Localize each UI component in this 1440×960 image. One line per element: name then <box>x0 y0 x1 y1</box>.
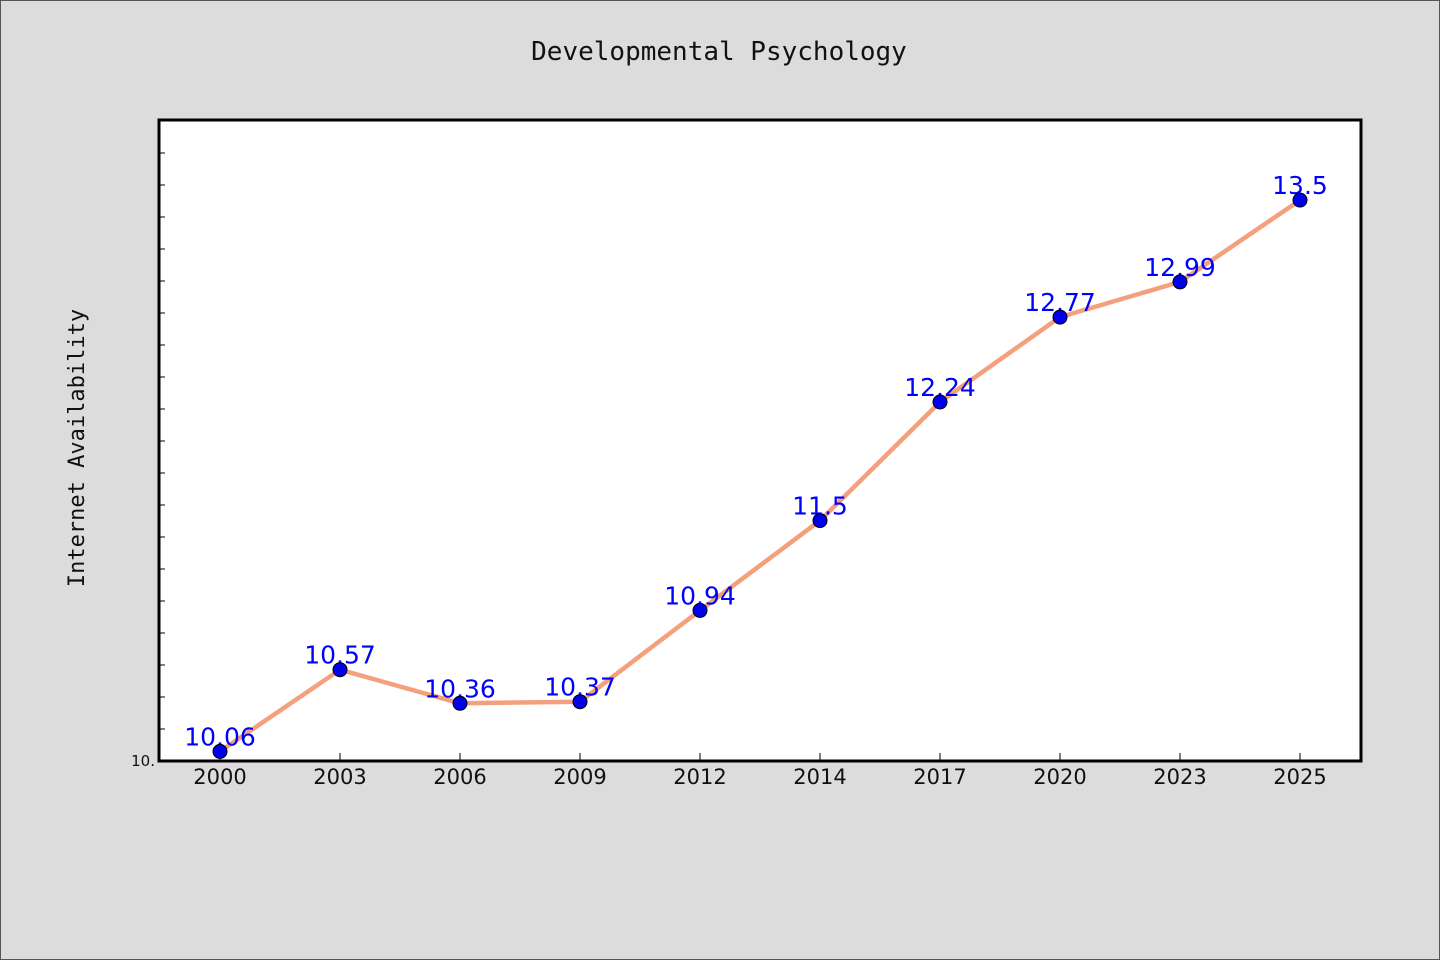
x-tick-label: 2003 <box>313 765 366 789</box>
plot-border <box>157 118 1363 763</box>
x-tick-label: 2012 <box>673 765 726 789</box>
data-markers <box>212 192 1308 759</box>
chart-title: Developmental Psychology <box>531 37 907 67</box>
x-tick-label: 2009 <box>553 765 606 789</box>
y-tick-label: 10. <box>131 752 155 770</box>
data-point-marker <box>452 695 468 711</box>
series-line <box>217 197 1303 754</box>
data-point-marker <box>332 662 348 678</box>
data-point-marker <box>812 513 828 529</box>
x-tick-label: 2006 <box>433 765 486 789</box>
x-tick-label: 2000 <box>193 765 246 789</box>
x-tick-label: 2017 <box>913 765 966 789</box>
data-point-marker <box>212 743 228 759</box>
x-tick-label: 2025 <box>1273 765 1326 789</box>
data-point-marker <box>932 394 948 410</box>
y-axis-label: Internet Availability <box>65 309 90 587</box>
data-point-marker <box>1292 192 1308 208</box>
data-point-marker <box>692 602 708 618</box>
data-point-marker <box>1172 274 1188 290</box>
x-tick-label: 2023 <box>1153 765 1206 789</box>
data-point-marker <box>572 694 588 710</box>
x-axis-tick-labels: 2000 2003 2006 2009 2012 2014 2017 2020 2023 2025 <box>193 765 1326 789</box>
x-tick-label: 2014 <box>793 765 846 789</box>
x-tick-label: 2020 <box>1033 765 1086 789</box>
data-point-marker <box>1052 309 1068 325</box>
plot-area <box>159 120 1361 761</box>
